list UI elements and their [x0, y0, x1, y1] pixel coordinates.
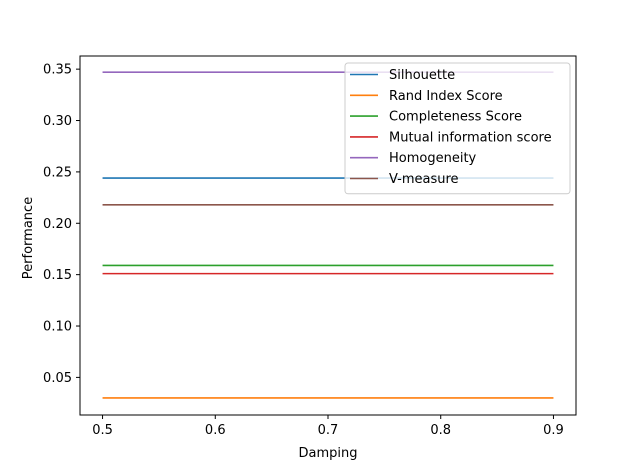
- y-axis-label: Performance: [21, 197, 36, 279]
- x-axis: 0.5 0.6 0.7 0.8 0.9: [92, 415, 564, 438]
- legend-box: [344, 62, 571, 195]
- x-tick-label: 0.8: [430, 423, 451, 438]
- y-axis: 0.05 0.10 0.15 0.20 0.25 0.30 0.35: [43, 63, 80, 386]
- y-tick-label: 0.25: [43, 165, 72, 180]
- y-tick-label: 0.10: [43, 320, 72, 335]
- x-tick-label: 0.9: [543, 423, 564, 438]
- legend-label-3: Mutual information score: [389, 130, 552, 145]
- x-axis-label: Damping: [299, 446, 358, 461]
- legend-label-1: Rand Index Score: [389, 89, 503, 104]
- legend-label-2: Completeness Score: [389, 110, 522, 125]
- y-tick-label: 0.15: [43, 268, 72, 283]
- x-tick-label: 0.7: [318, 423, 339, 438]
- series-layer: [102, 71, 554, 399]
- x-tick-label: 0.6: [205, 423, 226, 438]
- legend: Silhouette Rand Index Score Completeness S…: [344, 62, 571, 195]
- y-tick-label: 0.05: [43, 371, 72, 386]
- legend-label-0: Silhouette: [389, 68, 455, 83]
- y-tick-label: 0.20: [43, 217, 72, 232]
- legend-label-5: V-measure: [389, 172, 459, 187]
- y-tick-label: 0.30: [43, 114, 72, 129]
- x-tick-label: 0.5: [92, 423, 113, 438]
- y-tick-label: 0.35: [43, 63, 72, 78]
- legend-label-4: Homogeneity: [389, 151, 477, 166]
